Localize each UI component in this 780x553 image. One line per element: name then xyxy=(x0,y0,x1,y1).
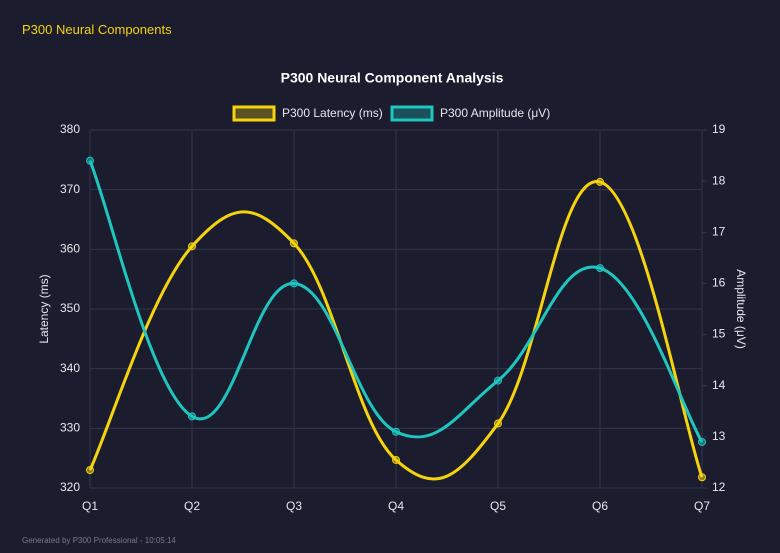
data-point xyxy=(290,279,298,288)
x-tick-label: Q1 xyxy=(82,499,98,513)
x-tick-label: Q7 xyxy=(694,499,710,513)
data-point xyxy=(596,264,604,273)
header-title: P300 Neural Components xyxy=(22,22,172,37)
y2-tick-label: 14 xyxy=(712,378,726,392)
x-tick-label: Q2 xyxy=(184,499,200,513)
y-tick-label: 320 xyxy=(60,480,80,494)
y-tick-label: 360 xyxy=(60,242,80,256)
data-point xyxy=(86,156,94,165)
legend-swatch xyxy=(232,105,276,122)
y-tick-label: 330 xyxy=(60,421,80,435)
data-point xyxy=(494,419,502,428)
data-point xyxy=(188,242,196,251)
legend-label: P300 Latency (ms) xyxy=(282,106,383,120)
y2-axis-title: Amplitude (μV) xyxy=(734,269,748,349)
data-point xyxy=(392,455,400,464)
data-point xyxy=(188,412,196,421)
data-point xyxy=(494,376,502,385)
footer-text: Generated by P300 Professional - 10:05:1… xyxy=(22,536,176,545)
y-tick-label: 340 xyxy=(60,361,80,375)
y2-tick-label: 13 xyxy=(712,429,726,443)
y2-tick-label: 16 xyxy=(712,276,726,290)
y2-tick-label: 17 xyxy=(712,224,726,238)
legend-label: P300 Amplitude (μV) xyxy=(440,106,550,120)
data-point xyxy=(698,473,706,482)
y-tick-label: 380 xyxy=(60,122,80,136)
y2-tick-label: 18 xyxy=(712,173,726,187)
legend-swatch xyxy=(390,105,434,122)
data-point xyxy=(290,239,298,248)
data-point xyxy=(86,466,94,475)
y-tick-label: 370 xyxy=(60,182,80,196)
y-tick-label: 350 xyxy=(60,301,80,315)
x-tick-label: Q6 xyxy=(592,499,608,513)
y2-tick-label: 15 xyxy=(712,327,726,341)
y2-tick-label: 12 xyxy=(712,480,726,494)
data-point xyxy=(596,177,604,186)
chart-title: P300 Neural Component Analysis xyxy=(281,70,504,86)
data-point xyxy=(392,427,400,436)
y-axis-title: Latency (ms) xyxy=(37,274,51,343)
x-tick-label: Q4 xyxy=(388,499,404,513)
data-point xyxy=(698,437,706,446)
x-tick-label: Q5 xyxy=(490,499,506,513)
x-tick-label: Q3 xyxy=(286,499,302,513)
y2-tick-label: 19 xyxy=(712,122,726,136)
